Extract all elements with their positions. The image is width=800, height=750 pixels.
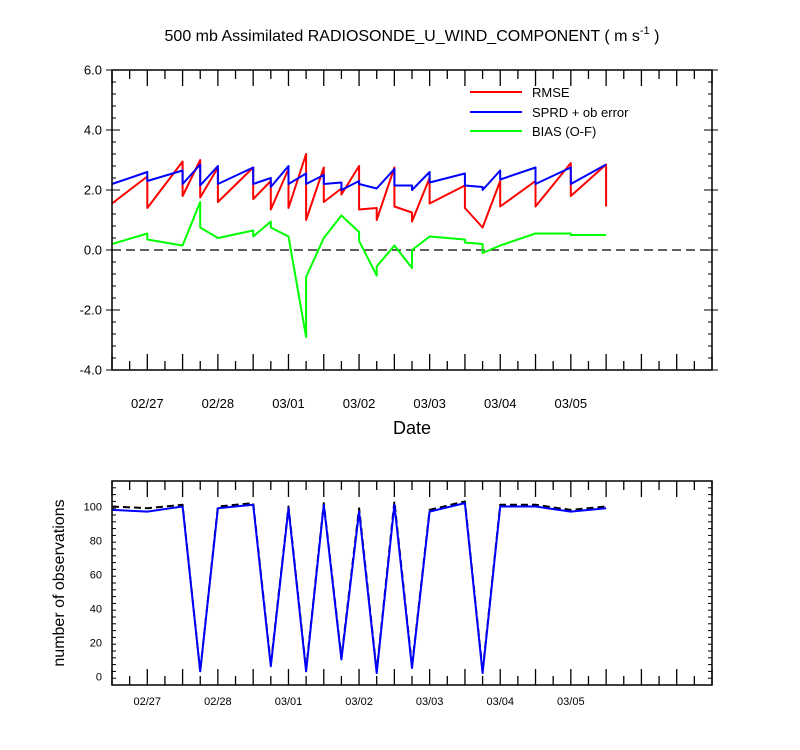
legend-sprd-label: SPRD + ob error [532,105,629,120]
x-tick-label: 02/28 [204,696,232,708]
y-tick-label: 40 [90,603,102,615]
y-tick-label: 0 [96,671,102,683]
top-plot: -4.0 -2.0 0.0 2.0 4.0 6.0 02/27 02/28 03/01 03/02… [80,63,718,438]
x-tick-label: 03/01 [275,696,303,708]
rmse-line [112,154,606,228]
legend: RMSE SPRD + ob error BIAS (O-F) [470,85,629,139]
y-tick-label: 4.0 [84,123,102,138]
x-tick-label: 02/27 [134,696,162,708]
x-tick-label: 03/01 [272,396,305,411]
bottom-tick-labels: 0 20 40 60 80 100 02/27 02/28 03/01 03/02 03/03 03/… [84,501,585,708]
top-series [112,154,712,337]
x-tick-label: 03/05 [557,696,585,708]
bottom-series [112,501,606,673]
x-tick-label: 03/03 [416,696,444,708]
x-tick-label: 02/27 [131,396,164,411]
x-tick-label: 03/03 [413,396,446,411]
x-tick-label: 03/02 [345,696,373,708]
y-tick-label: 100 [84,501,102,513]
top-x-axis-label: Date [393,418,431,438]
chart-title-sup: -1 [640,25,650,37]
y-tick-label: 60 [90,569,102,581]
x-tick-label: 03/04 [484,396,517,411]
chart-title-main: 500 mb Assimilated RADIOSONDE_U_WIND_COM… [165,28,640,45]
y-tick-label: 80 [90,535,102,547]
x-tick-label: 02/28 [202,396,235,411]
x-tick-label: 03/04 [486,696,514,708]
possible-obs-line [112,501,606,671]
chart-canvas: 500 mb Assimilated RADIOSONDE_U_WIND_COM… [0,0,800,750]
y-tick-label: 6.0 [84,63,102,78]
y-tick-label: -2.0 [80,303,102,318]
y-tick-label: 0.0 [84,243,102,258]
y-tick-label: 2.0 [84,183,102,198]
x-tick-label: 03/02 [343,396,376,411]
x-tick-label: 03/05 [555,396,588,411]
bottom-plot: 0 20 40 60 80 100 02/27 02/28 03/01 03/02 03/03 03/… [51,481,712,708]
chart-title-end: ) [650,28,660,45]
top-tick-labels: -4.0 -2.0 0.0 2.0 4.0 6.0 02/27 02/28 03/01 03/02… [80,63,588,411]
chart-title: 500 mb Assimilated RADIOSONDE_U_WIND_COM… [165,25,660,45]
legend-rmse-label: RMSE [532,85,570,100]
bottom-y-axis-label: number of observations [51,499,68,666]
y-tick-label: -4.0 [80,363,102,378]
y-tick-label: 20 [90,637,102,649]
legend-bias-label: BIAS (O-F) [532,124,596,139]
bias-line [112,202,606,337]
